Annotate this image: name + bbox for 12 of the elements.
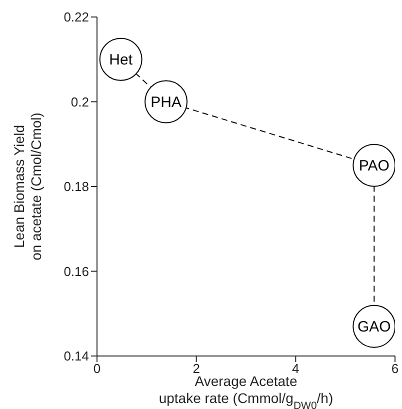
annotation: PAO [358, 157, 390, 174]
y-tick-label: 0.16 [64, 264, 89, 279]
x-tick-label: 0 [93, 361, 101, 376]
y-tick-label: 0.22 [64, 10, 89, 25]
y-tick-label: 0.14 [64, 348, 89, 364]
annotation: GAO [357, 318, 391, 336]
y-tick-label: 0.18 [64, 179, 89, 194]
y-tick-label: 0.2 [70, 94, 89, 110]
y-axis-title: Lean Biomass Yield on acetate (Cmol/Cmol) [11, 112, 44, 260]
x-tick-label: 6 [391, 361, 399, 376]
annotation: PHA [150, 94, 182, 111]
annotation: Het [109, 51, 134, 68]
